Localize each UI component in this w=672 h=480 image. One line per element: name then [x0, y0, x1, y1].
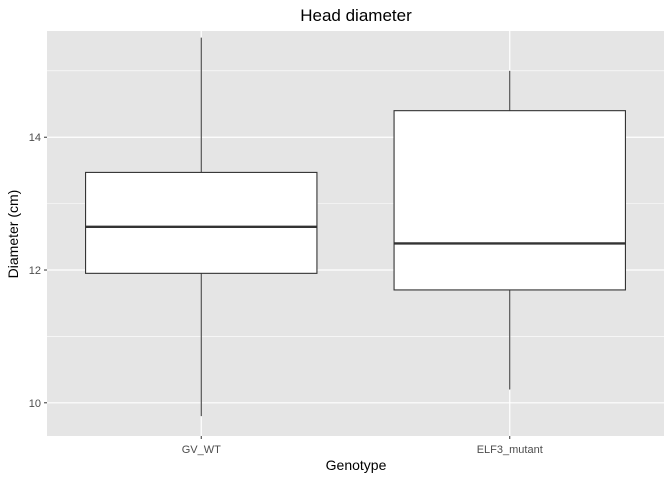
y-axis: 10 12 14: [29, 132, 47, 410]
x-axis-title: Genotype: [326, 457, 387, 473]
chart-title: Head diameter: [300, 6, 412, 25]
box-ELF3_mutant: [393, 70, 626, 390]
box-iqr: [393, 110, 626, 291]
boxes-layer: [85, 37, 626, 417]
x-tick-label: ELF3_mutant: [477, 444, 543, 456]
y-axis-title: Diameter (cm): [5, 190, 21, 279]
x-axis: GV_WT ELF3_mutant: [182, 436, 543, 456]
y-tick-label: 14: [29, 132, 41, 144]
box-GV_WT: [85, 37, 318, 417]
x-tick-label: GV_WT: [182, 444, 221, 456]
box-iqr: [85, 171, 318, 274]
y-tick-label: 10: [29, 398, 41, 410]
y-tick-label: 12: [29, 265, 41, 277]
